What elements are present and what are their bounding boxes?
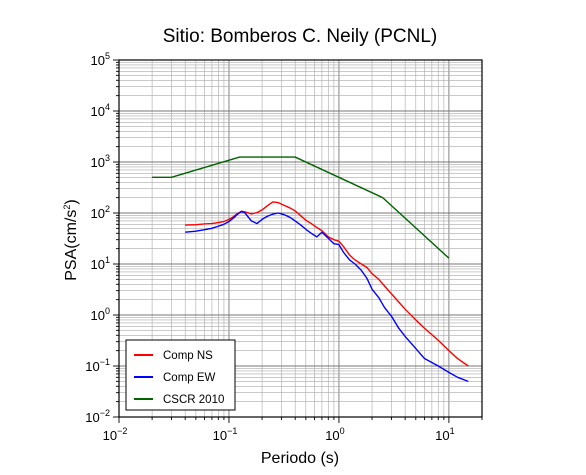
- series-layer: [152, 156, 469, 383]
- x-tick-label: 10−2: [103, 426, 128, 443]
- y-tick-label: 10−1: [85, 357, 110, 374]
- y-tick-label: 101: [91, 255, 110, 272]
- grid: [113, 59, 483, 423]
- y-tick-label: 103: [91, 153, 110, 170]
- series-line-3: [152, 156, 450, 259]
- y-tick-label: 102: [91, 204, 110, 221]
- x-tick-labels: 10−2 10−1 100 101: [103, 426, 455, 443]
- series-line-2: [185, 210, 469, 383]
- chart-title: Sitio: Bomberos C. Neily (PCNL): [163, 26, 438, 47]
- legend-label: Comp NS: [163, 350, 213, 362]
- y-tick-label: 100: [91, 306, 110, 323]
- y-tick-label: 10−2: [85, 408, 110, 425]
- x-tick-label: 101: [435, 426, 454, 443]
- x-tick-label: 100: [325, 426, 344, 443]
- y-tick-label: 104: [91, 102, 110, 119]
- plot-frame: [118, 59, 483, 418]
- legend-label: Comp EW: [163, 372, 216, 384]
- x-axis-label: Periodo (s): [261, 450, 339, 467]
- x-tick-label: 10−1: [213, 426, 238, 443]
- legend-label: CSCR 2010: [163, 394, 224, 406]
- y-axis-label: PSA(cm/s2): [62, 199, 80, 280]
- y-tick-label: 105: [91, 51, 110, 68]
- series-line-1: [185, 201, 469, 367]
- legend: Comp NS Comp EW CSCR 2010: [125, 339, 236, 411]
- y-tick-labels: 10−2 10−1 100 101 102 103 104 105: [85, 51, 110, 425]
